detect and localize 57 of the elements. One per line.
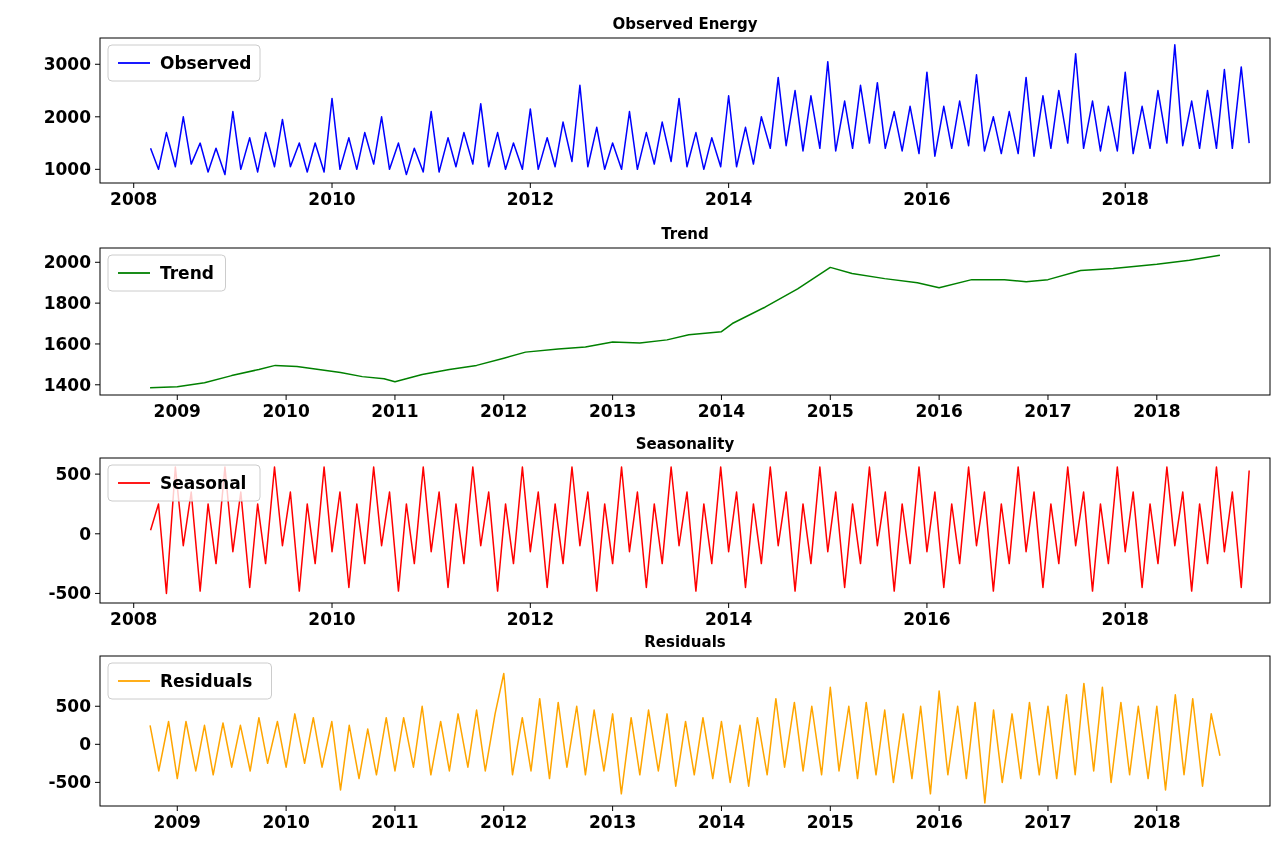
x-tick-label: 2014 <box>704 189 753 209</box>
x-tick-label: 2009 <box>153 401 201 421</box>
y-tick-label: -500 <box>48 583 92 604</box>
legend-label: Trend <box>160 262 214 283</box>
x-tick-label: 2016 <box>903 609 951 629</box>
line-series <box>149 254 1221 389</box>
x-tick-label: 2012 <box>480 812 528 832</box>
y-tick-label: 0 <box>79 523 92 544</box>
chart-title: Seasonality <box>635 435 735 453</box>
x-tick-label: 2014 <box>697 812 746 832</box>
x-tick-label: 2008 <box>110 609 158 629</box>
x-tick-label: 2010 <box>308 189 356 209</box>
x-tick-label: 2009 <box>153 812 201 832</box>
y-tick-label: 1800 <box>43 293 92 314</box>
x-tick-label: 2017 <box>1024 812 1072 832</box>
legend-label: Seasonal <box>160 472 247 493</box>
x-tick-label: 2016 <box>903 189 951 209</box>
x-tick-label: 2010 <box>308 609 356 629</box>
x-tick-label: 2018 <box>1133 812 1181 832</box>
chart-title: Residuals <box>644 633 726 651</box>
y-tick-label: 2000 <box>43 252 92 273</box>
x-tick-label: 2015 <box>806 401 854 421</box>
x-tick-label: 2018 <box>1133 401 1181 421</box>
y-tick-label: 2000 <box>43 106 92 127</box>
x-tick-label: 2011 <box>371 812 419 832</box>
x-tick-label: 2012 <box>506 609 554 629</box>
x-tick-label: 2017 <box>1024 401 1072 421</box>
y-tick-label: 0 <box>79 734 92 755</box>
line-series <box>149 672 1221 804</box>
x-tick-label: 2015 <box>806 812 854 832</box>
y-tick-label: -500 <box>48 772 92 793</box>
x-tick-label: 2013 <box>588 401 637 421</box>
y-tick-label: 1600 <box>43 333 92 354</box>
x-tick-label: 2018 <box>1101 189 1149 209</box>
line-series <box>149 466 1250 595</box>
x-tick-label: 2014 <box>704 609 753 629</box>
y-tick-label: 1400 <box>43 374 92 395</box>
legend-label: Residuals <box>160 670 253 691</box>
chart-title: Observed Energy <box>612 15 758 33</box>
x-tick-label: 2016 <box>915 401 963 421</box>
legend-label: Observed <box>160 52 252 73</box>
x-tick-label: 2008 <box>110 189 158 209</box>
x-tick-label: 2012 <box>480 401 528 421</box>
x-tick-label: 2012 <box>506 189 554 209</box>
line-series <box>149 44 1250 176</box>
x-tick-label: 2016 <box>915 812 963 832</box>
y-tick-label: 500 <box>55 464 92 485</box>
y-tick-label: 1000 <box>43 159 92 180</box>
x-tick-label: 2011 <box>371 401 419 421</box>
x-tick-label: 2018 <box>1101 609 1149 629</box>
chart-title: Trend <box>661 225 709 243</box>
x-tick-label: 2013 <box>588 812 637 832</box>
x-tick-label: 2014 <box>697 401 746 421</box>
x-tick-label: 2010 <box>262 812 310 832</box>
y-tick-label: 3000 <box>43 54 92 75</box>
y-tick-label: 500 <box>55 696 92 717</box>
x-tick-label: 2010 <box>262 401 310 421</box>
